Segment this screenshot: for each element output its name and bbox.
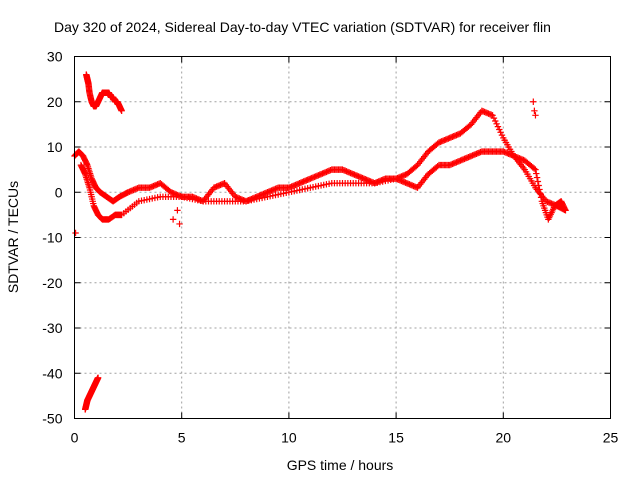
data-point bbox=[530, 98, 537, 105]
data-point bbox=[531, 107, 538, 114]
data-point bbox=[537, 190, 544, 197]
data-point bbox=[532, 166, 539, 173]
y-axis-label: SDTVAR / TECUs bbox=[5, 181, 21, 293]
series-main-trace bbox=[71, 107, 569, 214]
data-point bbox=[497, 129, 504, 136]
data-point bbox=[537, 194, 545, 201]
data-point bbox=[533, 174, 541, 181]
data-point bbox=[532, 112, 539, 119]
data-point bbox=[562, 207, 569, 214]
y-tick-label: 30 bbox=[47, 49, 63, 65]
series-upper-left-arc bbox=[83, 71, 125, 114]
data-point bbox=[489, 112, 496, 119]
series-isolated-points bbox=[72, 98, 539, 237]
x-tick-label: 0 bbox=[71, 430, 79, 446]
data-point bbox=[535, 182, 542, 189]
y-tick-label: 0 bbox=[55, 184, 63, 200]
data-point bbox=[169, 216, 177, 223]
y-tick-label: 20 bbox=[47, 94, 63, 110]
x-axis-label: GPS time / hours bbox=[287, 457, 394, 473]
data-point bbox=[498, 131, 506, 139]
data-point bbox=[174, 207, 181, 214]
y-tick-label: -20 bbox=[42, 275, 62, 291]
y-tick-label: -30 bbox=[42, 320, 62, 336]
y-tick-label: -10 bbox=[42, 230, 62, 246]
data-point bbox=[496, 126, 503, 133]
x-tick-label: 20 bbox=[496, 430, 512, 446]
data-point bbox=[530, 165, 538, 172]
data-point bbox=[533, 170, 540, 177]
y-tick-label: -40 bbox=[42, 365, 62, 381]
data-point bbox=[490, 114, 498, 122]
x-tick-label: 25 bbox=[603, 430, 619, 446]
data-point bbox=[94, 374, 102, 381]
series-lower-left-cluster bbox=[82, 374, 102, 413]
series-lower-branch bbox=[77, 148, 569, 223]
y-tick-label: 10 bbox=[47, 139, 63, 155]
x-tick-label: 15 bbox=[388, 430, 404, 446]
axis-ticks: 0 5 10 15 20 25 -50 -40 -30 -20 -10 0 10 20 30 bbox=[42, 49, 618, 446]
grid-lines bbox=[74, 56, 611, 419]
x-tick-label: 10 bbox=[281, 430, 297, 446]
data-point bbox=[492, 117, 499, 125]
data-point bbox=[494, 123, 502, 130]
data-point bbox=[534, 178, 542, 185]
data-point bbox=[72, 229, 79, 237]
data-point bbox=[493, 120, 500, 128]
data-point bbox=[176, 220, 183, 228]
data-points bbox=[71, 71, 569, 413]
plot-frame bbox=[74, 56, 611, 419]
y-tick-label: -50 bbox=[42, 411, 62, 427]
data-point bbox=[536, 186, 543, 193]
chart-title: Day 320 of 2024, Sidereal Day-to-day VTE… bbox=[54, 19, 551, 35]
x-tick-label: 5 bbox=[178, 430, 186, 446]
data-point bbox=[118, 107, 125, 114]
